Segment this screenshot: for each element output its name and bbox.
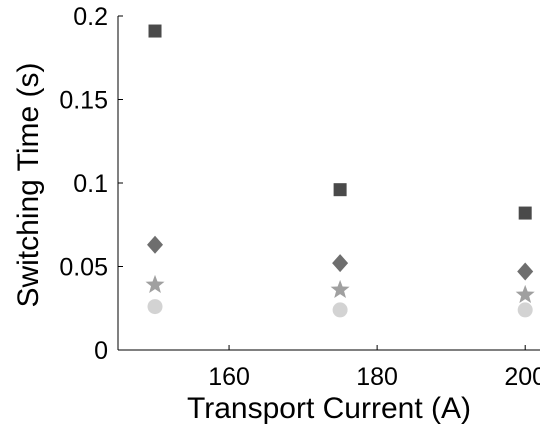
ticks: 0 0.05 0.1 0.15 0.2 160 180 200: [59, 3, 540, 391]
circle-marker: [332, 302, 348, 318]
y-tick-label: 0.15: [59, 87, 108, 115]
star-marker: [330, 279, 350, 298]
circle-marker: [147, 299, 163, 315]
diamond-marker: [147, 235, 164, 254]
circle-marker: [517, 302, 533, 318]
y-axis-label: Switching Time (s): [12, 62, 45, 307]
data-points: [145, 24, 535, 318]
x-tick-label: 180: [356, 363, 398, 391]
axes: [117, 16, 540, 351]
x-tick-label: 160: [208, 363, 250, 391]
square-marker: [518, 206, 532, 220]
x-axis-label: Transport Current (A): [187, 392, 471, 425]
x-tick-label: 200: [504, 363, 540, 391]
diamond-marker: [332, 254, 349, 273]
diamond-marker: [517, 262, 534, 281]
square-marker: [333, 183, 347, 197]
y-tick-label: 0.05: [59, 254, 108, 282]
y-tick-label: 0.2: [73, 3, 108, 31]
star-marker: [145, 274, 165, 293]
square-marker: [148, 24, 162, 38]
y-tick-label: 0.1: [73, 170, 108, 198]
star-marker: [515, 284, 535, 303]
y-tick-label: 0: [94, 337, 108, 365]
